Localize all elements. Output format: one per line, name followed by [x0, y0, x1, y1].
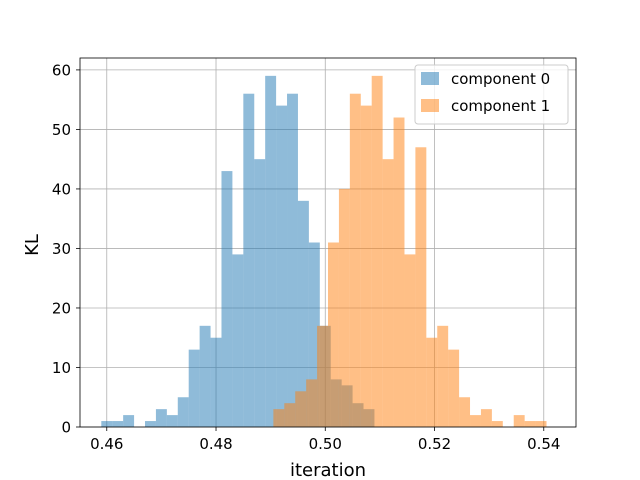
legend-swatch — [421, 72, 439, 85]
legend-label: component 0 — [451, 70, 550, 88]
histogram-bar-series-1 — [524, 421, 536, 427]
histogram-bar-series-1 — [448, 349, 460, 427]
histogram-bar-series-0 — [243, 93, 255, 427]
histogram-bar-series-0 — [308, 242, 320, 427]
histogram-bar-series-0 — [199, 325, 211, 427]
histogram-bar-series-1 — [404, 254, 416, 427]
histogram-bar-series-0 — [177, 397, 189, 427]
histogram-bar-series-0 — [188, 349, 200, 427]
histogram-bar-series-1 — [328, 242, 339, 427]
histogram-bar-series-1 — [284, 403, 296, 427]
histogram-bar-series-1 — [371, 75, 383, 428]
histogram-bar-series-1 — [295, 391, 307, 427]
histogram-bar-series-1 — [393, 117, 405, 428]
histogram-bar-series-0 — [287, 93, 298, 427]
histogram-bar-series-1 — [426, 337, 438, 427]
axes-frame — [79, 57, 577, 428]
histogram-bar-series-1 — [459, 397, 471, 427]
histogram-bar-series-1 — [306, 379, 318, 427]
legend-label: component 1 — [451, 97, 550, 115]
plot-frame — [79, 57, 577, 428]
x-axis-label: iteration — [290, 460, 366, 480]
histogram-bar-series-1 — [273, 409, 285, 427]
histogram-bar-series-0 — [112, 421, 124, 427]
histogram-bar-series-0 — [155, 409, 167, 427]
histogram-bar-series-0 — [123, 415, 135, 427]
histogram-bar-series-1 — [338, 188, 350, 427]
y-tick-label: 10 — [52, 359, 71, 377]
histogram-bar-series-1 — [491, 421, 503, 427]
y-tick-label: 20 — [52, 299, 71, 317]
histogram-bar-series-0 — [254, 159, 266, 427]
histogram-bar-series-1 — [382, 159, 394, 427]
histogram-bar-series-1 — [470, 415, 481, 427]
histogram-bar-series-1 — [535, 421, 547, 427]
axis-ticks: 0.46 0.48 0.50 0.52 0.54 0 10 20 30 40 50 60 — [52, 61, 561, 453]
histogram-bar-series-1 — [349, 93, 361, 427]
x-tick-label: 0.46 — [90, 435, 123, 453]
histogram-bar-series-1 — [415, 147, 427, 427]
histogram-bars — [101, 75, 547, 428]
histogram-bar-series-0 — [210, 337, 222, 427]
y-tick-label: 0 — [61, 419, 71, 437]
y-axis-label: KL — [22, 234, 43, 256]
histogram-bar-series-1 — [317, 325, 328, 427]
histogram-bar-series-0 — [265, 75, 277, 428]
legend-swatch — [421, 99, 439, 112]
histogram-bar-series-0 — [221, 171, 233, 427]
histogram-bar-series-0 — [166, 415, 178, 427]
y-tick-label: 40 — [52, 180, 71, 198]
histogram-bar-series-1 — [437, 325, 449, 427]
histogram-bar-series-0 — [232, 254, 244, 427]
x-tick-label: 0.50 — [309, 435, 342, 453]
histogram-bar-series-0 — [101, 421, 113, 427]
histogram-bar-series-1 — [513, 415, 525, 427]
x-tick-label: 0.48 — [199, 435, 232, 453]
y-tick-label: 50 — [52, 121, 71, 139]
histogram-bar-series-0 — [297, 200, 309, 427]
legend-box — [414, 64, 569, 125]
histogram-bar-series-0 — [276, 105, 288, 427]
y-tick-label: 60 — [52, 61, 71, 79]
x-tick-label: 0.54 — [527, 435, 560, 453]
legend: component 0 component 1 — [414, 64, 569, 125]
histogram-bar-series-0 — [145, 421, 156, 427]
x-tick-label: 0.52 — [418, 435, 451, 453]
histogram-bar-series-1 — [480, 409, 492, 427]
histogram-bar-series-1 — [360, 105, 372, 427]
y-tick-label: 30 — [52, 240, 71, 258]
